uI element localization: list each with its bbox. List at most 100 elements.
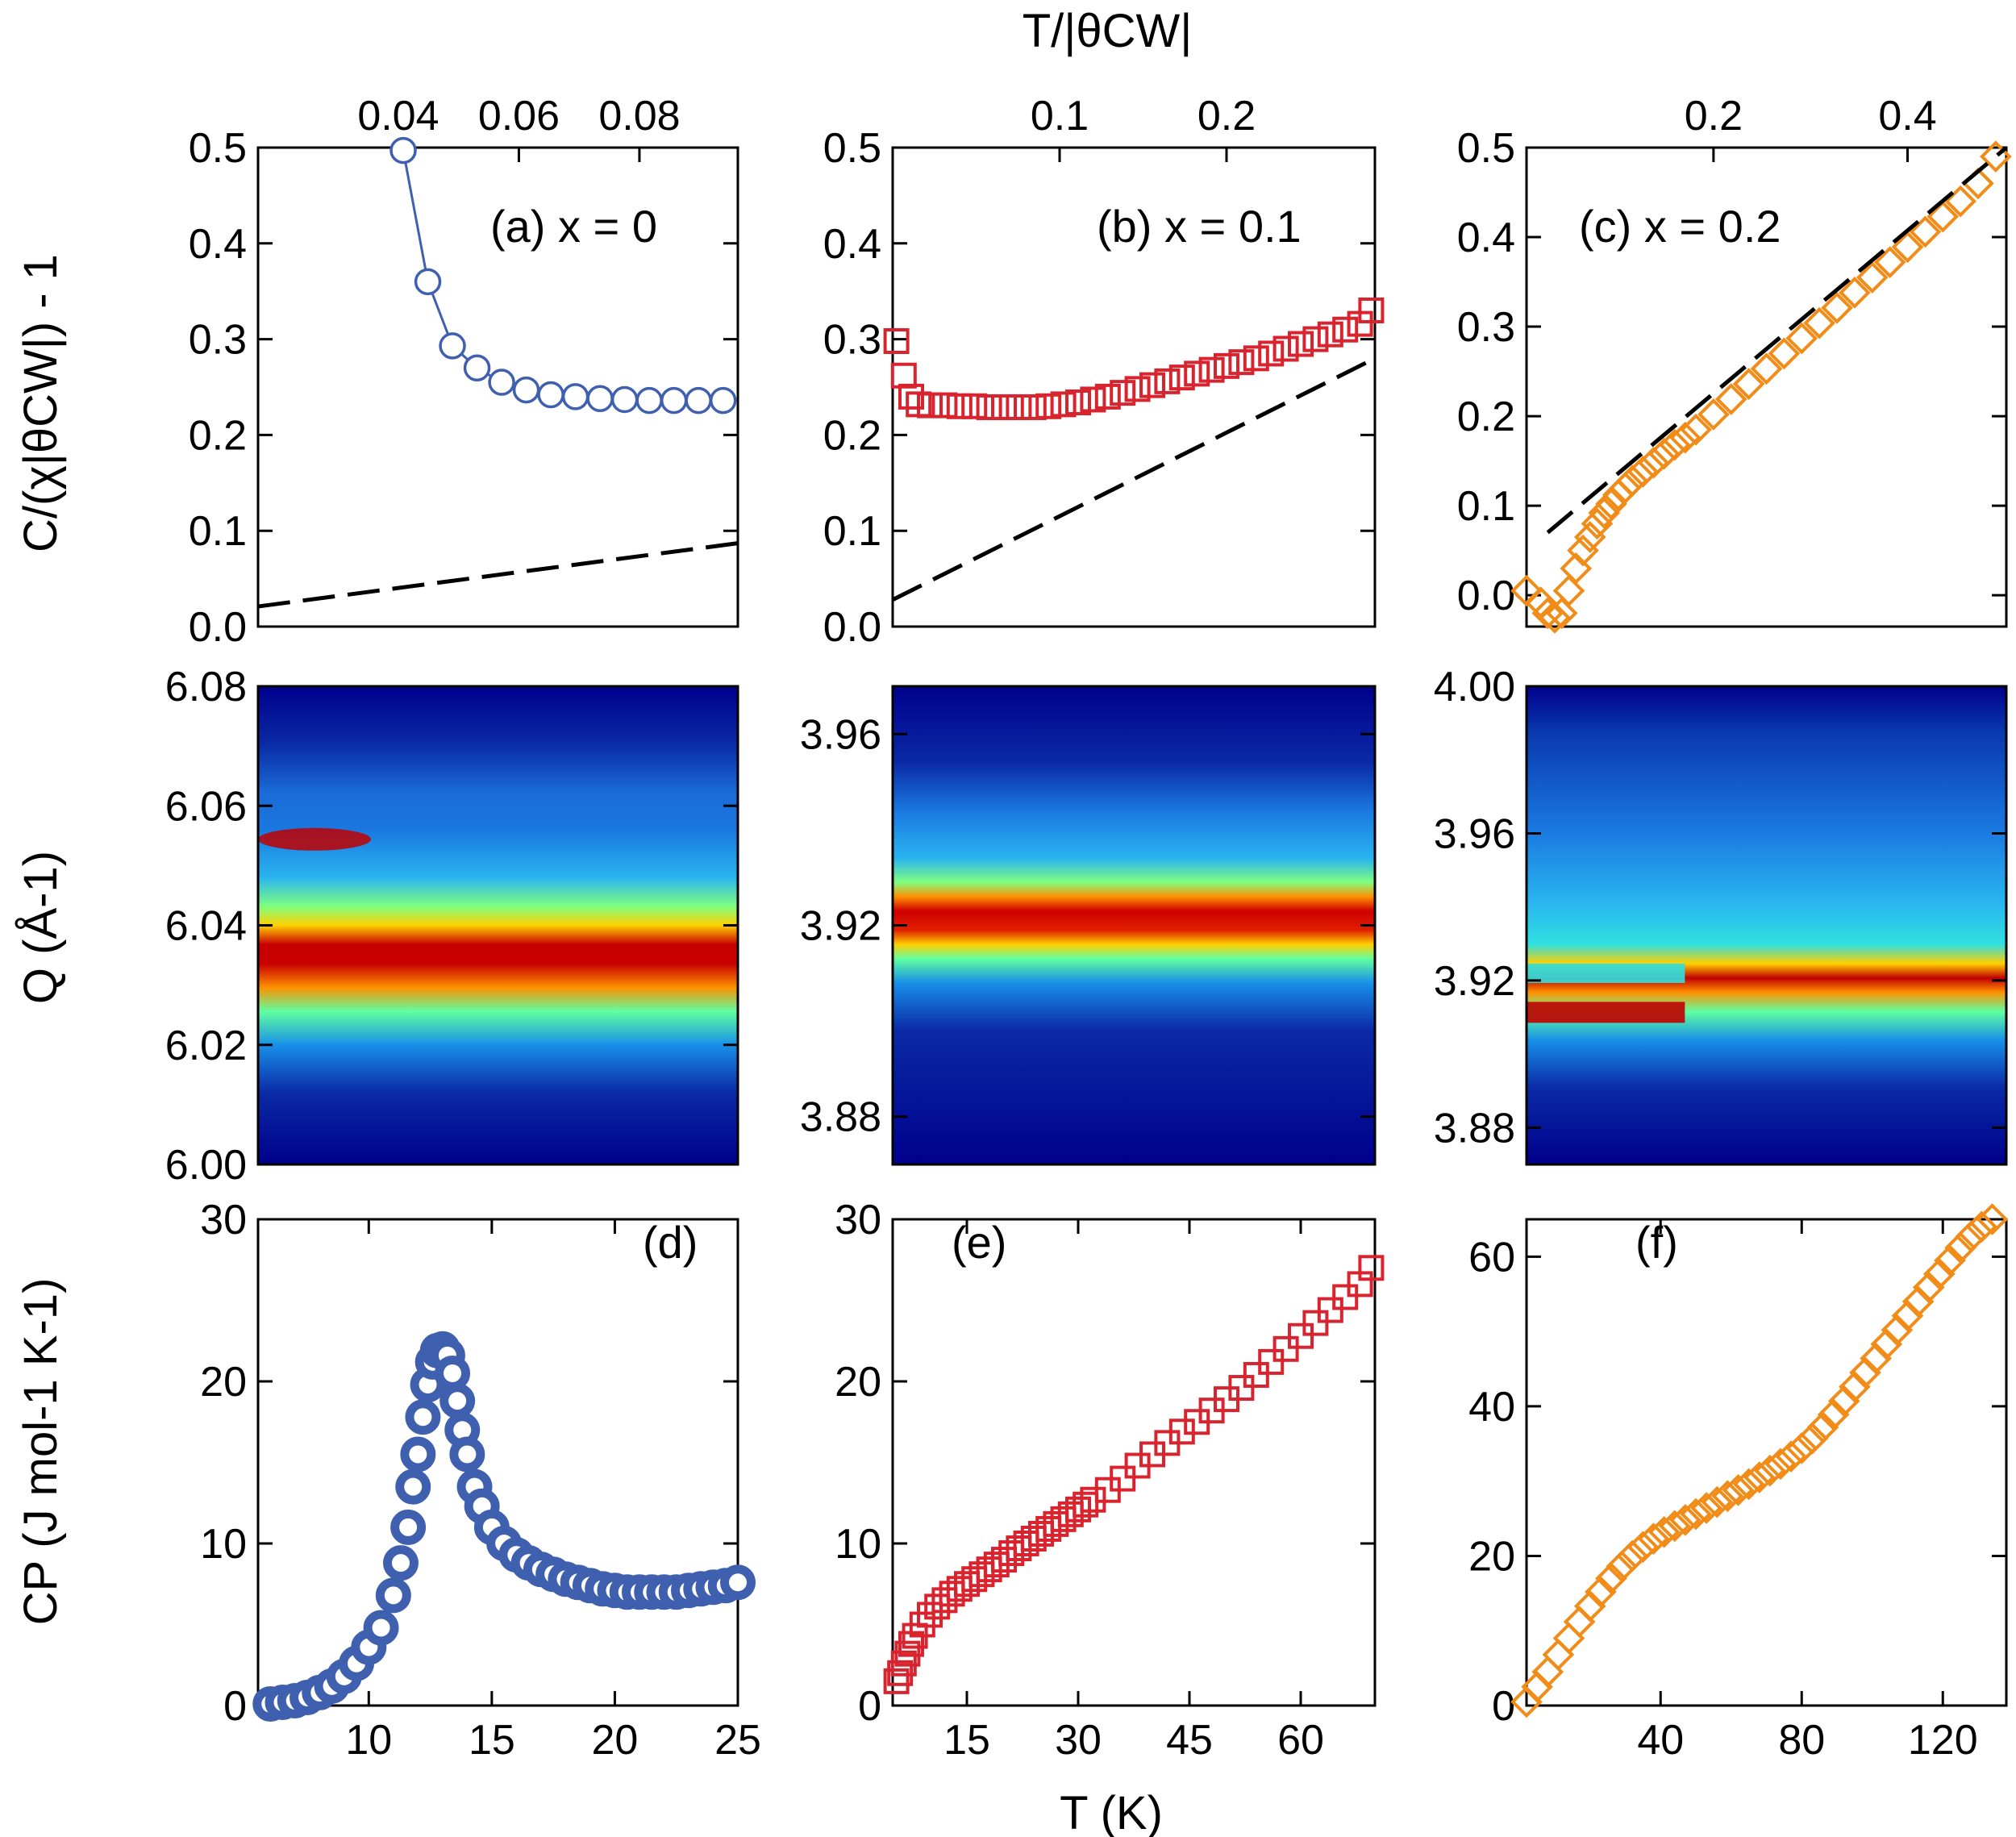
data-point-b [1332,316,1359,343]
data-point-f [1680,1498,1712,1531]
data-point-b [1124,376,1151,402]
data-point-f [1637,1523,1670,1555]
data-point-f [1775,1440,1807,1473]
data-point-b [1184,360,1210,387]
data-point-b [1050,391,1077,418]
ytick-label-c: 0.1 [1457,483,1515,530]
data-point-c [1545,597,1578,630]
data-point-b [1214,352,1239,379]
data-point-e [1332,1284,1359,1310]
ylabel-bot: CP (J mol-1 K-1) [15,1278,67,1626]
data-point-c [1839,277,1871,309]
ytick-label-a: 0.1 [189,508,247,555]
ytick-label-e: 30 [835,1197,881,1243]
data-point-b [946,393,973,419]
heatmap-c-cyan [1527,963,1685,983]
data-point-f [1934,1244,1966,1277]
series-line-a [402,150,723,402]
data-point-f [1606,1550,1638,1583]
ylabel-top: C/(χ|θCW|) - 1 [15,254,67,552]
panel-label-c: (c) x = 0.2 [1579,201,1781,252]
data-point-e [1110,1465,1136,1492]
data-point-c [1531,597,1564,630]
data-point-e [1272,1335,1299,1362]
data-point-c [1609,472,1642,504]
dashed-line-a [257,541,739,609]
data-point-e [1358,1255,1385,1281]
data-point-c [1627,456,1660,488]
dashed-line-c [1546,146,2008,535]
ytick-label-b: 0.3 [823,317,881,364]
data-point-e [1258,1348,1285,1375]
data-point-c [1732,368,1765,400]
data-point-f [1754,1454,1786,1487]
data-point-b [1243,345,1269,372]
ytick-label-c: 0.3 [1457,304,1515,351]
data-point-a [586,385,614,413]
data-point-e [1317,1297,1343,1323]
data-point-f [1839,1370,1871,1403]
data-point-c [1821,291,1853,324]
top-axis-title: T/|θCW| [1023,5,1193,57]
xtick-label-f: 40 [1637,1717,1684,1764]
xtick-label-e: 45 [1166,1717,1213,1764]
data-point-b [1080,386,1106,413]
data-point-e [1302,1310,1329,1336]
panel-Qc: 3.88 3.92 3.96 4.00 [1434,664,2008,1166]
data-point-c [1926,200,1960,233]
data-point-f [1976,1203,2009,1235]
data-point-b [1020,394,1047,420]
data-point-f [1827,1385,1860,1418]
data-point-f [1849,1356,1881,1389]
panel-label-d: (d) [643,1217,698,1268]
data-point-a [561,383,589,410]
ytick-label-d: 0 [223,1683,247,1730]
xtick-label-e: 15 [943,1717,990,1764]
data-point-b [1258,340,1285,367]
ytick-label-Qa: 6.06 [165,783,247,830]
data-point-c [1980,140,2012,173]
data-point-a [635,386,663,414]
data-point-a [537,381,564,409]
frame-a [256,146,739,628]
ytick-label-d: 30 [200,1197,247,1243]
toptick-label-c: 0.4 [1878,93,1936,140]
data-point-f [1722,1473,1755,1506]
ytick-label-b: 0.1 [823,508,881,555]
data-point-c [1552,574,1585,607]
data-point-f [1944,1231,1976,1264]
data-point-c [1891,231,1924,264]
data-point-a [414,268,442,296]
data-point-f [1870,1328,1903,1360]
toptick-label-b: 0.1 [1031,93,1089,140]
frame-f [1525,1218,2008,1707]
data-point-b [917,392,943,419]
data-point-b [1358,297,1385,323]
data-point-b [1302,326,1329,352]
xtick-label-d: 20 [592,1717,639,1764]
panel-label-a: (a) x = 0 [490,201,657,252]
data-point-c [1714,383,1747,415]
data-point-a [463,354,491,381]
data-point-a [685,386,712,414]
data-point-b [1110,380,1136,406]
data-point-c [1539,602,1571,634]
xtick-label-d: 15 [469,1717,515,1764]
panel-label-b: (b) x = 0.1 [1097,201,1302,252]
data-point-a [439,332,466,360]
ytick-label-a: 0.2 [189,412,247,459]
data-point-f [1817,1398,1850,1431]
ylabel-mid: Q (Å-1) [15,851,67,1004]
ytick-label-Qb: 3.96 [800,711,881,758]
data-point-c [1856,261,1889,294]
data-point-e [883,1668,910,1694]
toptick-label-c: 0.2 [1685,93,1743,140]
ytick-label-c: 0.5 [1457,125,1515,172]
data-point-c [1658,428,1691,461]
data-point-f [1616,1539,1649,1572]
ytick-label-b: 0.2 [823,412,881,459]
data-point-d-inner [448,1392,467,1410]
data-point-c [1567,534,1599,567]
data-point-a [389,136,417,165]
